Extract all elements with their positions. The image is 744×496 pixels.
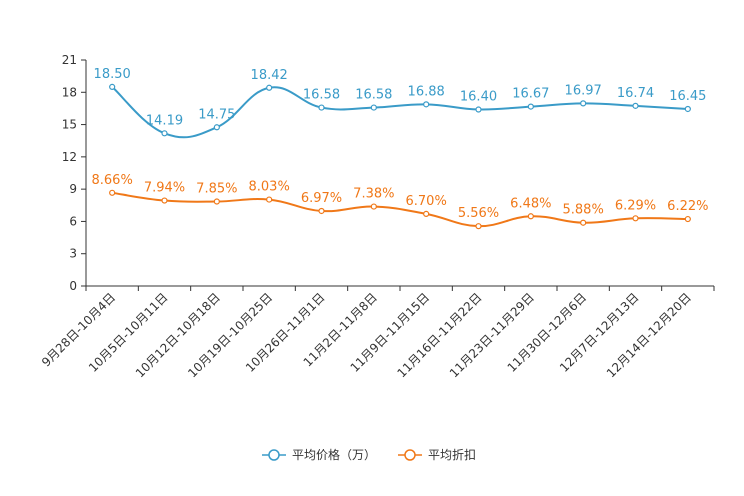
legend-marker-icon — [268, 449, 280, 461]
data-label: 18.42 — [251, 68, 288, 83]
data-point — [475, 223, 482, 230]
data-label: 7.85% — [196, 182, 237, 197]
y-tick-label: 18 — [62, 85, 77, 99]
data-point — [266, 84, 273, 91]
data-label: 16.40 — [460, 90, 497, 105]
series-layer: 18.50 14.19 14.75 18.42 16.58 16.58 16.88 16.40… — [92, 67, 708, 230]
data-point — [266, 196, 273, 203]
legend-item-avg-discount[interactable]: 平均折扣 — [398, 447, 476, 462]
data-label: 16.97 — [565, 83, 602, 98]
data-label: 16.58 — [303, 88, 340, 103]
data-point — [161, 197, 168, 204]
data-label: 8.03% — [249, 180, 290, 195]
data-label: 16.58 — [355, 88, 392, 103]
data-point — [213, 198, 220, 205]
y-tick-label: 15 — [62, 118, 77, 132]
data-point — [370, 203, 377, 210]
series-avg-discount: 8.66% 7.94% 7.85% 8.03% 6.97% 7.38% 6.70% 5.56%… — [92, 173, 708, 230]
data-point — [318, 207, 325, 215]
y-tick-label: 9 — [69, 182, 77, 196]
data-label: 18.50 — [94, 67, 131, 82]
data-point — [527, 103, 534, 110]
data-point — [580, 219, 587, 226]
data-label: 5.88% — [563, 203, 604, 218]
y-tick-label: 21 — [62, 53, 77, 67]
data-label: 16.45 — [669, 89, 706, 104]
data-point — [423, 210, 430, 217]
legend-label: 平均价格（万） — [292, 447, 376, 462]
data-point — [161, 130, 168, 137]
data-label: 16.74 — [617, 86, 654, 101]
data-point — [213, 124, 220, 131]
data-label: 6.97% — [301, 191, 342, 206]
data-label: 14.19 — [146, 113, 183, 128]
legend-label: 平均折扣 — [428, 447, 476, 462]
data-point — [684, 215, 691, 223]
legend[interactable]: 平均价格（万） 平均折扣 — [262, 447, 476, 462]
data-label: 6.29% — [615, 198, 656, 213]
y-tick-label: 12 — [62, 150, 77, 164]
series-avg-price: 18.50 14.19 14.75 18.42 16.58 16.58 16.88 16.40… — [94, 67, 706, 139]
data-label: 8.66% — [92, 173, 133, 188]
data-point — [527, 213, 534, 220]
data-point — [475, 106, 482, 113]
data-point — [580, 100, 587, 107]
legend-marker-icon — [404, 449, 416, 461]
legend-item-avg-price[interactable]: 平均价格（万） — [262, 447, 376, 462]
y-tick-label: 0 — [69, 279, 77, 293]
data-label: 7.38% — [353, 187, 394, 202]
data-label: 7.94% — [144, 181, 185, 196]
data-point — [684, 105, 691, 113]
y-tick-label: 6 — [69, 214, 77, 228]
data-label: 6.48% — [510, 196, 551, 211]
data-point — [109, 189, 116, 196]
series-line — [112, 191, 688, 228]
data-point — [318, 104, 325, 111]
data-point — [632, 215, 639, 222]
y-tick-label: 3 — [69, 247, 77, 261]
data-point — [370, 104, 377, 111]
data-point — [632, 102, 639, 109]
data-label: 6.22% — [667, 199, 708, 214]
data-label: 5.56% — [458, 206, 499, 221]
data-label: 16.88 — [408, 84, 445, 99]
data-label: 16.67 — [512, 87, 549, 102]
data-point — [109, 83, 116, 91]
data-point — [423, 101, 430, 108]
data-label: 14.75 — [198, 107, 235, 122]
data-label: 6.70% — [406, 194, 447, 209]
